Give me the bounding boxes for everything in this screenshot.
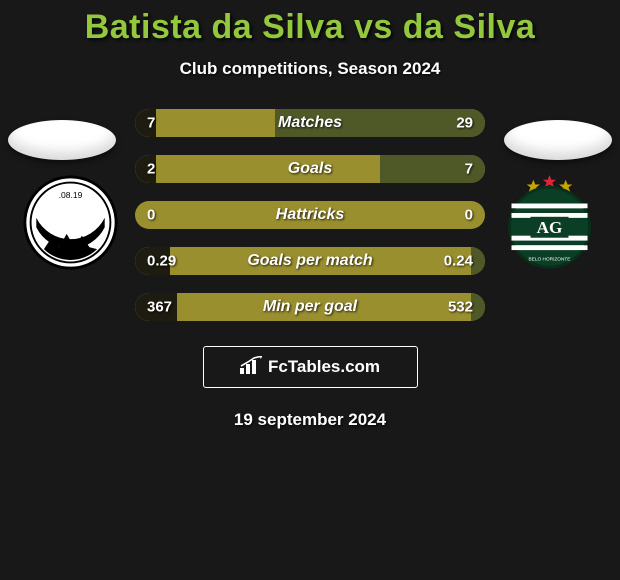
svg-text:.08.19: .08.19 xyxy=(59,190,83,200)
stat-bar: 0 0 Hattricks xyxy=(135,201,485,229)
bar-label: Hattricks xyxy=(276,206,344,224)
bar-value-right: 7 xyxy=(465,161,473,178)
bar-value-right: 532 xyxy=(448,299,473,316)
page-title: Batista da Silva vs da Silva xyxy=(0,0,620,47)
bar-value-left: 367 xyxy=(147,299,172,316)
svg-text:AAPP: AAPP xyxy=(47,215,95,234)
bar-label: Min per goal xyxy=(263,298,357,316)
svg-text:BELO HORIZONTE: BELO HORIZONTE xyxy=(529,257,571,263)
bar-fill-right xyxy=(471,293,485,321)
bar-label: Goals per match xyxy=(247,252,372,270)
brand-box: FcTables.com xyxy=(203,346,418,388)
comparison-bars: 7 29 Matches 2 7 Goals 0 0 Hattricks 0.29 0.24 Goal… xyxy=(135,109,485,321)
club-logo-right: AG BELO HORIZONTE xyxy=(502,175,597,270)
subtitle: Club competitions, Season 2024 xyxy=(0,59,620,79)
bar-label: Goals xyxy=(288,160,332,178)
brand-label: FcTables.com xyxy=(268,357,380,377)
bar-value-right: 0 xyxy=(465,207,473,224)
bar-value-right: 0.24 xyxy=(444,253,473,270)
stat-bar: 0.29 0.24 Goals per match xyxy=(135,247,485,275)
bar-label: Matches xyxy=(278,114,342,132)
stat-bar: 367 532 Min per goal xyxy=(135,293,485,321)
bar-fill-right xyxy=(471,247,485,275)
bar-value-left: 7 xyxy=(147,115,155,132)
bar-value-right: 29 xyxy=(456,115,473,132)
date-stamp: 19 september 2024 xyxy=(0,410,620,430)
bar-value-left: 0.29 xyxy=(147,253,176,270)
bar-value-left: 0 xyxy=(147,207,155,224)
bar-value-left: 2 xyxy=(147,161,155,178)
chart-icon xyxy=(240,356,264,379)
stat-bar: 2 7 Goals xyxy=(135,155,485,183)
club-logo-left: .08.19 AAPP xyxy=(23,175,118,270)
player-avatar-left xyxy=(8,120,116,160)
svg-text:AG: AG xyxy=(537,218,563,237)
player-avatar-right xyxy=(504,120,612,160)
stat-bar: 7 29 Matches xyxy=(135,109,485,137)
